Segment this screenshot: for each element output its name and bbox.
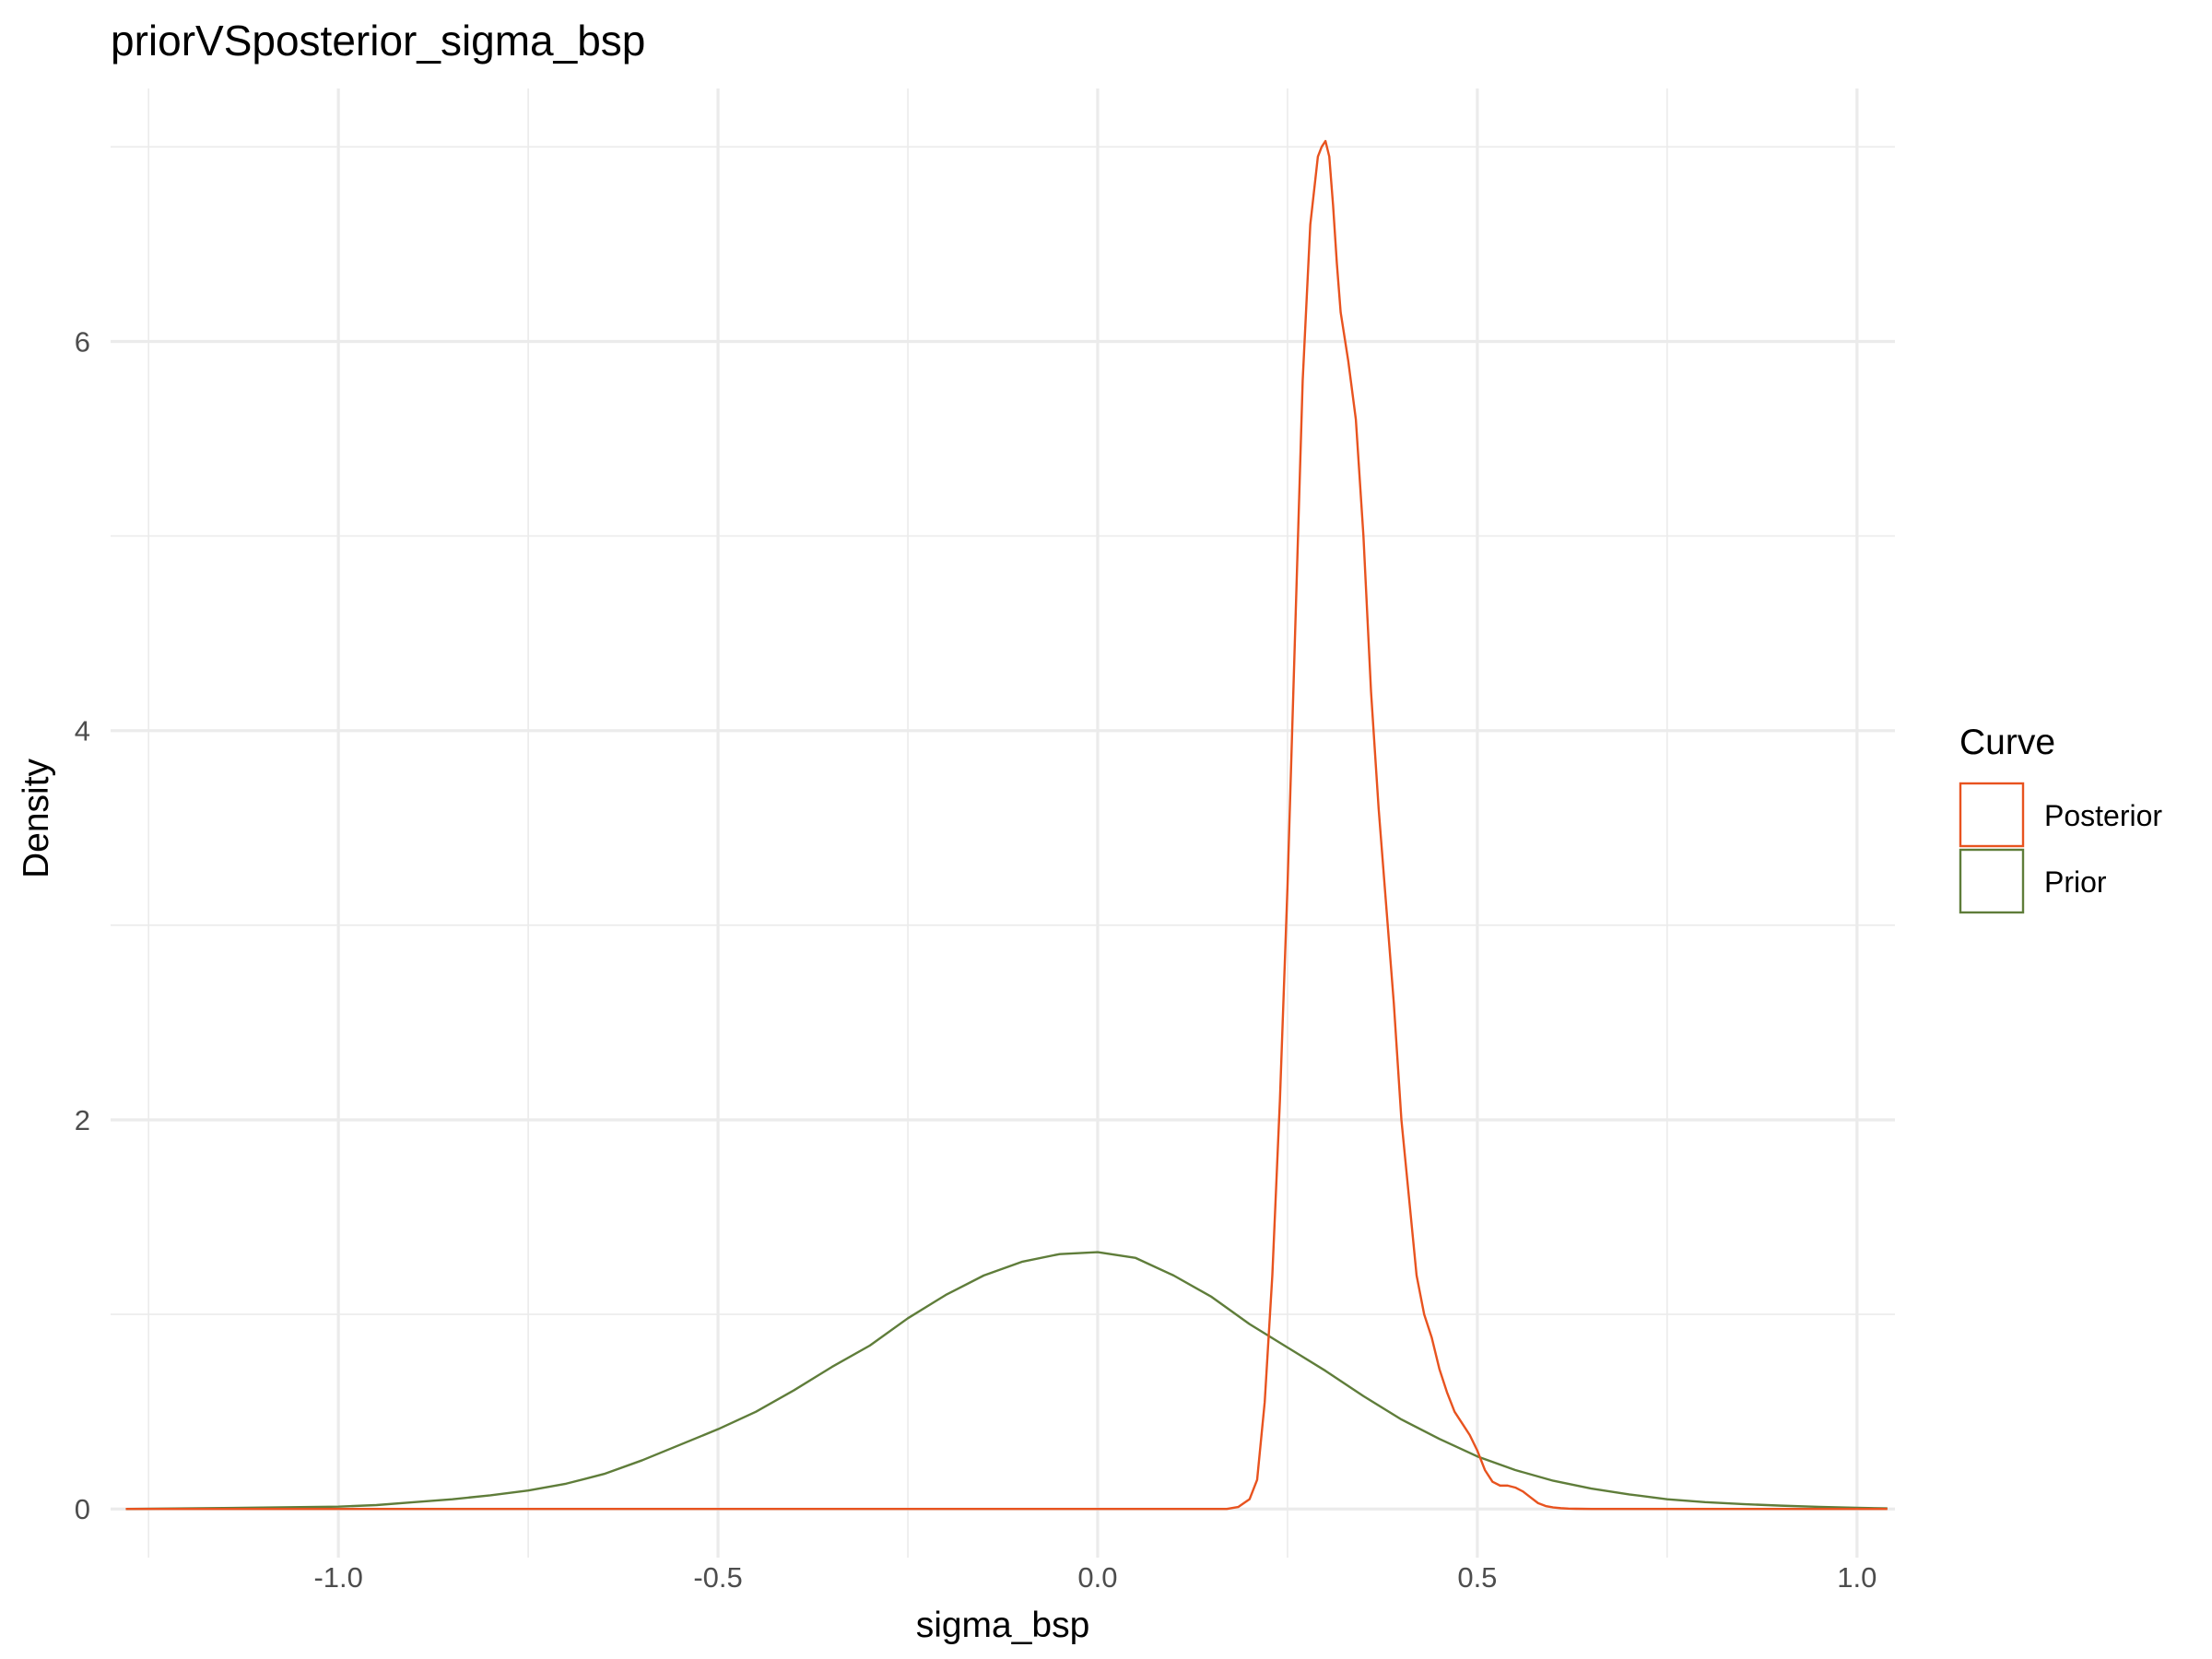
tick-labels: -1.0 -0.5 0.0 0.5 1.0 0 2 4 6: [75, 325, 1877, 1594]
legend: Curve Posterior Prior: [1959, 723, 2162, 914]
legend-key-posterior: [1959, 782, 2025, 848]
legend-title: Curve: [1959, 723, 2055, 762]
grid: [111, 88, 1895, 1558]
y-tick-label: 2: [75, 1104, 90, 1136]
x-tick-label: -1.0: [313, 1561, 362, 1594]
x-tick-label: 1.0: [1837, 1561, 1877, 1594]
curves: [125, 139, 1888, 1511]
chart-title: priorVSposterior_sigma_bsp: [111, 17, 645, 65]
legend-label-posterior: Posterior: [2044, 799, 2162, 832]
x-tick-label: 0.5: [1457, 1561, 1497, 1594]
x-tick-label: -0.5: [693, 1561, 742, 1594]
legend-key-prior: [1959, 848, 2025, 914]
series-line-posterior: [125, 139, 1888, 1511]
y-tick-label: 4: [75, 715, 90, 747]
x-axis-title: sigma_bsp: [916, 1606, 1090, 1645]
y-tick-label: 6: [75, 325, 90, 358]
y-axis-title: Density: [17, 758, 56, 878]
series-line-prior: [125, 1251, 1888, 1511]
y-tick-label: 0: [75, 1493, 90, 1525]
x-tick-label: 0.0: [1077, 1561, 1117, 1594]
legend-label-prior: Prior: [2044, 865, 2107, 899]
